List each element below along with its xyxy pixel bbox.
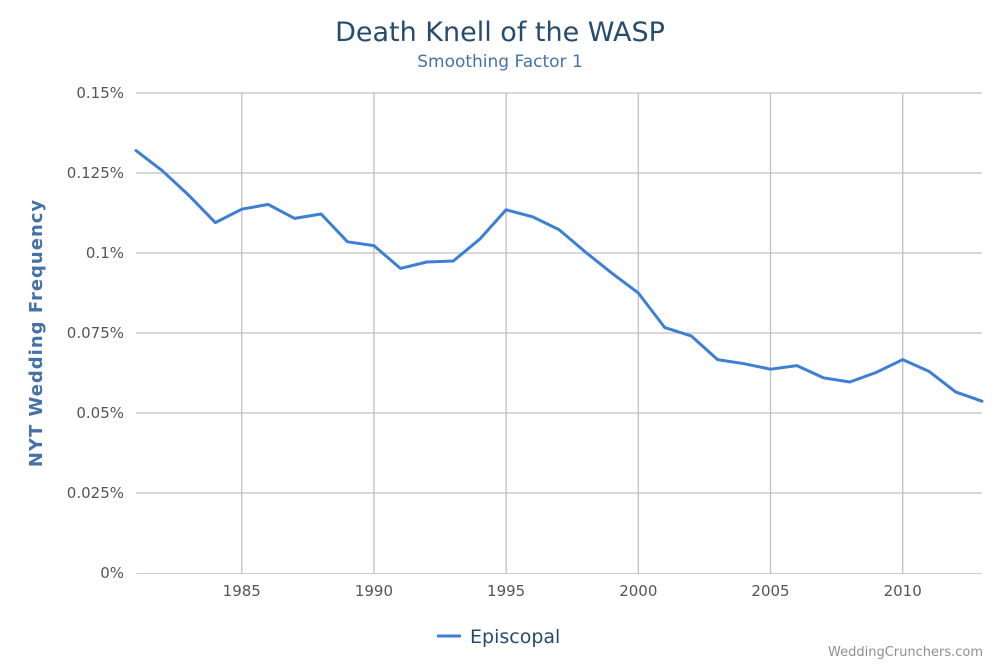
y-tick-label: 0.05% (76, 404, 124, 422)
data-point[interactable] (794, 363, 800, 369)
data-point[interactable] (953, 389, 959, 395)
chart-title: Death Knell of the WASP (335, 17, 665, 48)
data-point[interactable] (582, 249, 588, 255)
y-tick-label: 0.025% (67, 484, 124, 502)
y-tick-label: 0.075% (67, 324, 124, 342)
data-point[interactable] (741, 361, 747, 367)
y-tick-label: 0.15% (76, 84, 124, 102)
x-gridlines (241, 93, 904, 573)
y-tick-label: 0% (100, 564, 124, 582)
data-point[interactable] (212, 220, 218, 226)
x-tick-label: 1995 (487, 582, 525, 600)
data-point[interactable] (424, 259, 430, 265)
data-point[interactable] (186, 192, 192, 198)
data-point[interactable] (556, 227, 562, 233)
data-point[interactable] (609, 270, 615, 276)
data-point[interactable] (662, 325, 668, 331)
y-tick-label: 0.125% (67, 164, 124, 182)
x-tick-label: 2005 (751, 582, 789, 600)
data-point[interactable] (318, 211, 324, 217)
credit-link[interactable]: WeddingCrunchers.com (828, 645, 983, 660)
data-point[interactable] (635, 290, 641, 296)
data-point[interactable] (873, 369, 879, 375)
data-point[interactable] (159, 168, 165, 174)
y-gridlines (136, 92, 982, 494)
data-point[interactable] (768, 366, 774, 372)
data-point[interactable] (292, 215, 298, 221)
data-point[interactable] (715, 357, 721, 363)
legend-label-episcopal[interactable]: Episcopal (470, 626, 560, 648)
x-tick-label: 2000 (619, 582, 657, 600)
data-point[interactable] (530, 214, 536, 220)
data-point[interactable] (900, 357, 906, 363)
series-line-episcopal[interactable] (134, 149, 984, 403)
data-point[interactable] (926, 368, 932, 374)
legend[interactable]: Episcopal (437, 626, 560, 648)
y-tick-labels: 0% 0.025% 0.05% 0.075% 0.1% 0.125% 0.15% (67, 84, 124, 582)
series-layer (133, 148, 985, 404)
x-tick-label: 2010 (884, 582, 922, 600)
data-point[interactable] (979, 398, 985, 404)
data-point[interactable] (450, 258, 456, 264)
y-axis-label: NYT Wedding Frequency (26, 199, 47, 467)
data-point[interactable] (133, 148, 139, 154)
data-point[interactable] (371, 243, 377, 249)
data-point[interactable] (820, 375, 826, 381)
chart-subtitle: Smoothing Factor 1 (417, 52, 583, 72)
data-point[interactable] (265, 201, 271, 207)
data-point[interactable] (847, 379, 853, 385)
data-point[interactable] (239, 206, 245, 212)
data-point[interactable] (345, 239, 351, 245)
x-tick-labels: 1985 1990 1995 2000 2005 2010 (223, 582, 922, 600)
x-tick-label: 1985 (223, 582, 261, 600)
data-point[interactable] (477, 236, 483, 242)
y-tick-label: 0.1% (86, 244, 124, 262)
data-point[interactable] (503, 207, 509, 213)
data-point[interactable] (688, 333, 694, 339)
x-tick-label: 1990 (355, 582, 393, 600)
data-point[interactable] (397, 265, 403, 271)
